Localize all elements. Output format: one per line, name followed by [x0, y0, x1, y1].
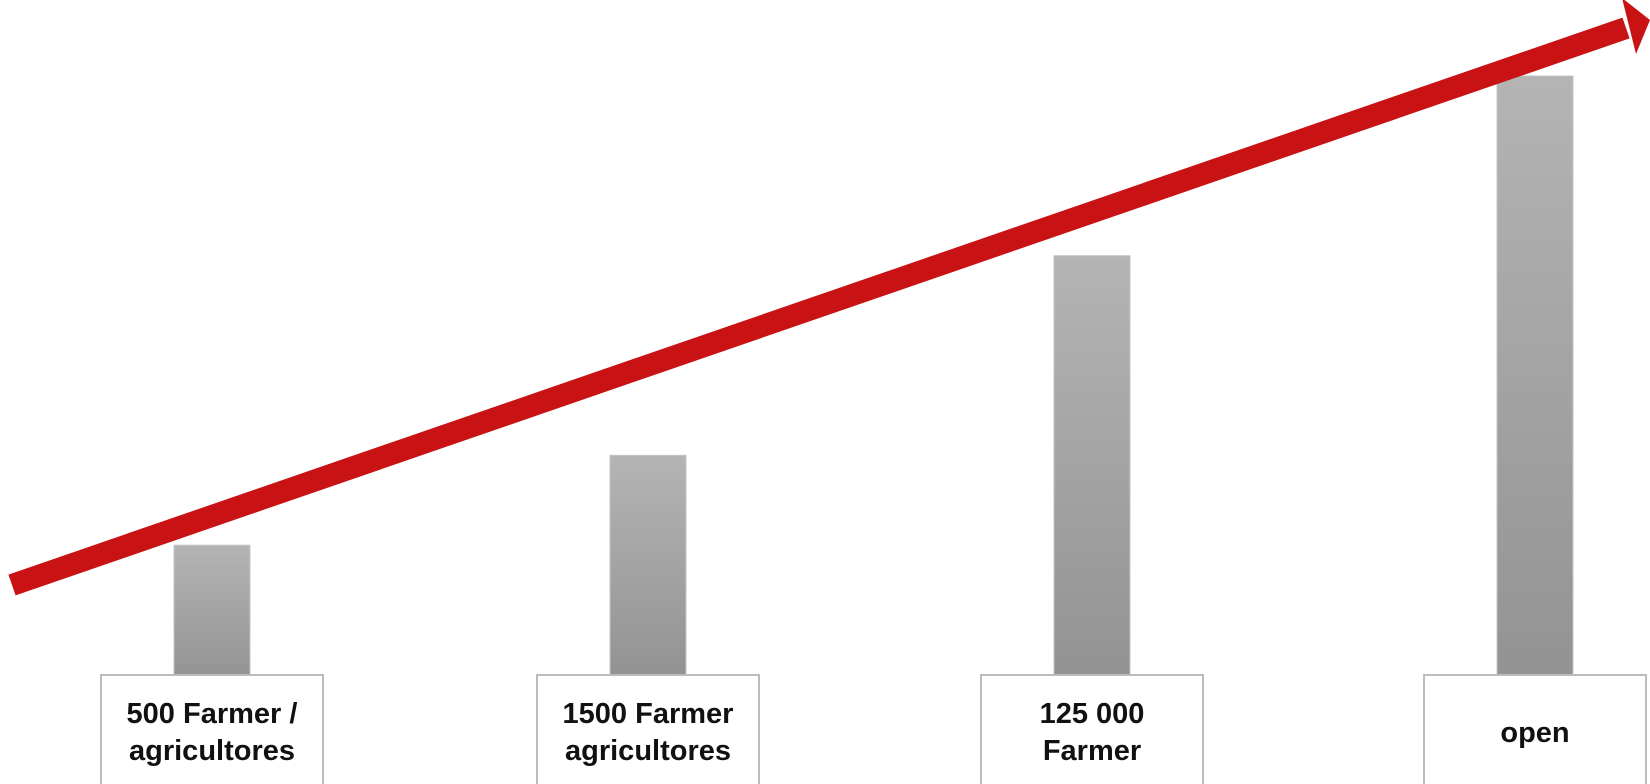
category-label-box-4: [1423, 674, 1647, 784]
category-label-line: 125 000: [1040, 698, 1145, 730]
bar-1: [173, 544, 251, 680]
category-labels-layer: 500 Farmer / agricultores 1500 Farmer agric…: [100, 674, 1647, 784]
category-label-line: agricultores: [565, 735, 731, 767]
category-label-box-3: [980, 674, 1204, 784]
bar-3: [1053, 255, 1131, 676]
category-label-line: 500 Farmer /: [127, 698, 298, 730]
category-label-4: open: [1500, 717, 1569, 749]
trend-arrow-shaft: [8, 17, 1630, 596]
category-label-line: 1500 Farmer: [563, 698, 734, 730]
bar-4: [1496, 75, 1574, 676]
category-label-box-2: [536, 674, 760, 784]
category-label-line: open: [1500, 717, 1569, 749]
category-label-box-1: [100, 674, 324, 784]
trend-arrow-layer: [8, 0, 1650, 596]
category-label-3: 125 000 Farmer: [1040, 698, 1145, 767]
category-label-line: agricultores: [129, 735, 295, 767]
bar-2: [609, 454, 687, 676]
trend-arrow-head: [1622, 0, 1650, 54]
bars-layer: [173, 75, 1574, 680]
category-label-1: 500 Farmer / agricultores: [127, 698, 298, 767]
category-label-2: 1500 Farmer agricultores: [563, 698, 734, 767]
category-label-line: Farmer: [1043, 735, 1141, 767]
